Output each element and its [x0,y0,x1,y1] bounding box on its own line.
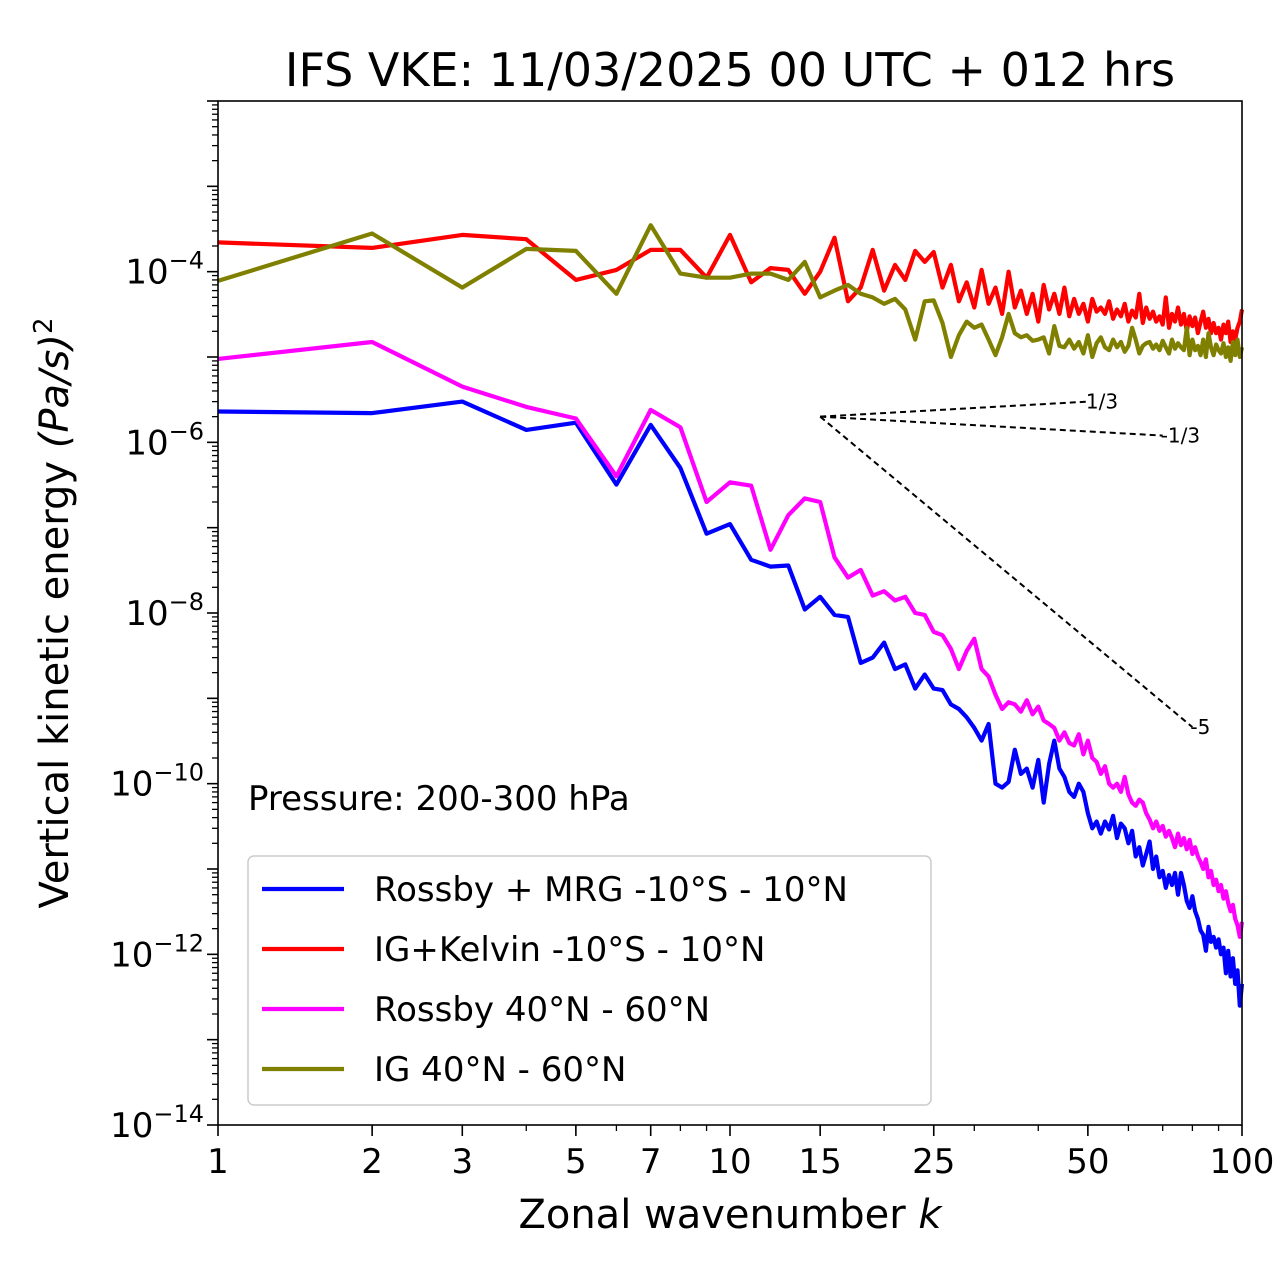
x-tick-label: 10 [708,1142,751,1182]
legend-label-0: Rossby + MRG -10°S - 10°N [374,870,848,910]
y-axis-label-exp: 2 [29,318,59,335]
series-line-0 [217,399,1245,1008]
series-line-2 [217,339,1245,939]
slope-line-1 [820,415,1163,437]
x-tick-label: 7 [640,1142,662,1182]
legend: Rossby + MRG -10°S - 10°N IG+Kelvin -10°S… [247,855,932,1106]
y-tick-label: 10−8 [125,588,204,634]
y-axis-label: Vertical kinetic energy (Pa/s)2 [29,318,78,909]
x-axis-label: Zonal wavenumber k [518,1192,943,1238]
y-axis-label-text: Vertical kinetic energy [32,461,78,909]
y-tick-label: 10−10 [110,759,204,805]
legend-label-1: IG+Kelvin -10°S - 10°N [374,930,765,970]
x-tick-label: 50 [1066,1142,1109,1182]
y-tick-label: 10−6 [125,417,204,463]
x-tick-label: 2 [361,1142,383,1182]
legend-label-3: IG 40°N - 60°N [374,1050,626,1090]
y-tick-label: 10−4 [125,247,204,293]
y-tick-label: 10−12 [110,929,204,975]
x-tick-label: 25 [912,1142,955,1182]
x-tick-label: 5 [565,1142,587,1182]
x-axis-label-var: k [918,1192,943,1238]
x-axis-label-text: Zonal wavenumber [518,1192,906,1238]
series-line-1 [217,232,1245,345]
pressure-annotation: Pressure: 200-300 hPa [248,779,630,819]
x-tick-label: 100 [1210,1142,1275,1182]
y-axis-label-var: (Pa/s) [32,334,78,448]
slope-label-1: -1/3 [1161,424,1200,448]
slope-line-0 [820,400,1088,418]
x-tick-label: 1 [207,1142,229,1182]
y-axis-ticks: 10−4 10−6 10−8 10−10 10−12 10−14 [110,100,218,1146]
y-tick-label: 10−14 [110,1100,204,1146]
legend-label-2: Rossby 40°N - 60°N [374,990,710,1030]
chart-title: IFS VKE: 11/03/2025 00 UTC + 012 hrs [285,43,1175,97]
series-layer [217,223,1245,1008]
x-axis-ticks: 1 2 3 5 7 10 15 25 50 100 [207,1125,1274,1182]
series-line-3 [217,223,1245,363]
slope-line-2 [819,415,1194,728]
legend-box [247,855,932,1106]
x-tick-label: 15 [799,1142,842,1182]
reference-slopes: 1/3 -1/3 -5 [819,390,1210,739]
slope-label-2: -5 [1190,715,1210,739]
x-tick-label: 3 [451,1142,473,1182]
slope-label-0: 1/3 [1086,390,1118,414]
